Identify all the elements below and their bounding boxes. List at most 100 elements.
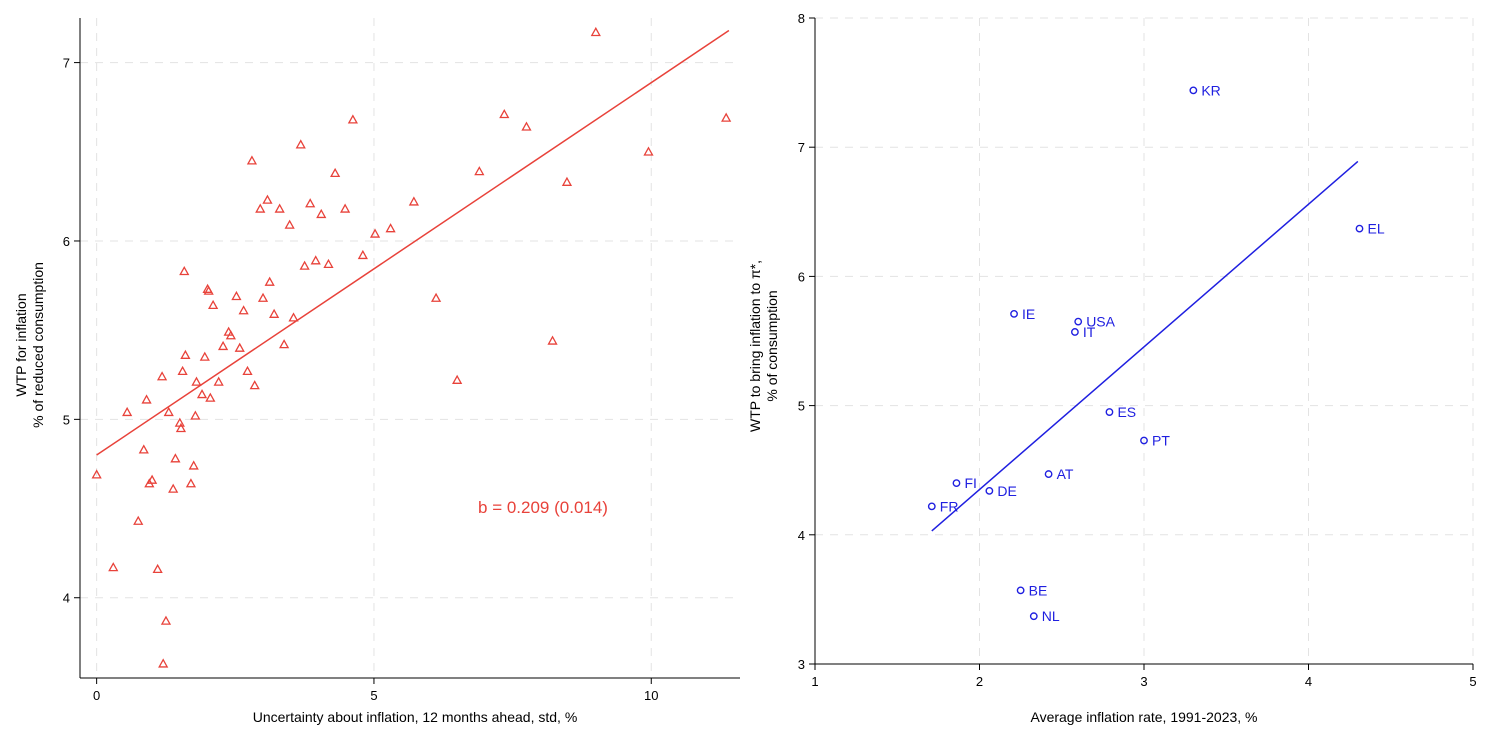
data-point-triangle — [255, 203, 266, 213]
data-point-label: FI — [964, 475, 976, 491]
data-point-triangle — [347, 114, 358, 124]
data-point-triangle — [231, 290, 242, 301]
data-point-circle — [1355, 224, 1364, 233]
y-tick-label: 5 — [63, 412, 70, 427]
data-point-triangle — [180, 349, 191, 359]
data-point-triangle — [305, 198, 316, 208]
data-point-triangle — [299, 260, 310, 270]
y-tick-label: 4 — [63, 591, 70, 606]
data-point-triangle — [521, 121, 532, 131]
data-point-triangle — [246, 155, 258, 165]
y-tick-label: 6 — [63, 234, 70, 249]
right-y-ticks: 3 4 5 6 7 8 — [798, 11, 815, 672]
x-tick-label: 2 — [976, 674, 983, 689]
y-tick-label: 7 — [63, 56, 70, 71]
data-point-triangle — [242, 365, 253, 376]
data-point-triangle — [269, 308, 280, 318]
data-point-triangle — [146, 474, 158, 484]
data-point-label: DE — [997, 483, 1016, 499]
data-point-triangle — [295, 139, 306, 149]
data-point-triangle — [163, 406, 174, 417]
data-point-triangle — [249, 380, 260, 390]
left-y-axis-label-line-2: % of reduced consumption — [30, 262, 46, 428]
y-tick-label: 6 — [798, 269, 805, 284]
data-point-circle — [985, 486, 994, 495]
data-point-triangle — [217, 340, 229, 351]
data-point-triangle — [190, 410, 201, 420]
data-point-circle — [1016, 586, 1025, 595]
left-fit-line — [96, 29, 730, 456]
x-tick-label: 3 — [1140, 674, 1147, 689]
data-point-triangle — [499, 108, 510, 119]
x-tick-label: 1 — [811, 674, 818, 689]
data-point-triangle — [168, 483, 179, 493]
data-point-triangle — [141, 394, 152, 404]
data-point-label: NL — [1042, 608, 1060, 624]
data-point-circle — [1010, 309, 1018, 318]
left-chart: 0 5 10 4 5 6 7 b = 0.209 (0.014) Uncertainty … — [13, 18, 740, 725]
data-point-triangle — [203, 285, 214, 295]
data-point-triangle — [474, 166, 485, 176]
data-point-triangle — [561, 176, 573, 186]
y-tick-label: 4 — [798, 528, 805, 543]
data-point-circle — [1044, 470, 1053, 478]
right-fit-line — [931, 160, 1359, 532]
data-point-triangle — [177, 365, 188, 376]
left-gridlines — [80, 18, 740, 678]
data-point-triangle — [330, 167, 341, 178]
data-point-triangle — [278, 339, 290, 349]
data-point-triangle — [160, 615, 172, 625]
data-point-triangle — [234, 342, 245, 352]
x-tick-label: 4 — [1305, 674, 1312, 689]
left-x-axis-label: Uncertainty about inflation, 12 months a… — [253, 709, 578, 725]
data-point-triangle — [452, 374, 463, 384]
y-tick-label: 3 — [798, 657, 805, 672]
data-point-triangle — [430, 292, 442, 302]
data-point-label: USA — [1086, 314, 1115, 330]
data-point-triangle — [257, 292, 269, 302]
data-point-triangle — [138, 444, 149, 454]
data-point-triangle — [158, 658, 169, 668]
data-point-triangle — [323, 258, 334, 269]
data-point-triangle — [170, 453, 181, 463]
data-point-triangle — [205, 392, 216, 402]
x-tick-label: 0 — [93, 688, 100, 703]
data-point-label: PT — [1152, 432, 1170, 448]
data-point-circle — [1189, 86, 1198, 95]
data-point-triangle — [196, 389, 208, 399]
data-point-triangle — [357, 249, 368, 260]
data-point-triangle — [213, 376, 224, 386]
data-point-label: AT — [1057, 466, 1074, 482]
data-point-triangle — [340, 203, 351, 213]
left-slope-annotation: b = 0.209 (0.014) — [478, 498, 608, 517]
x-tick-label: 10 — [644, 688, 658, 703]
data-point-triangle — [108, 562, 119, 572]
right-x-ticks: 1 2 3 4 5 — [811, 664, 1477, 689]
data-point-triangle — [547, 335, 558, 345]
x-tick-label: 5 — [370, 688, 377, 703]
data-point-triangle — [721, 112, 732, 122]
left-points — [91, 26, 732, 668]
data-point-triangle — [199, 351, 210, 361]
data-point-label: IT — [1083, 324, 1096, 340]
right-x-axis-label: Average inflation rate, 1991-2023, % — [1030, 709, 1257, 725]
data-point-label: FR — [940, 498, 959, 514]
left-x-ticks: 0 5 10 — [93, 678, 658, 703]
data-point-triangle — [156, 371, 168, 381]
data-point-triangle — [122, 406, 133, 417]
data-point-triangle — [188, 460, 199, 470]
data-point-triangle — [316, 208, 327, 219]
data-point-triangle — [288, 312, 299, 322]
data-point-triangle — [385, 223, 396, 233]
data-point-circle — [1071, 328, 1079, 336]
data-point-label: KR — [1201, 82, 1220, 98]
data-point-label: ES — [1117, 404, 1136, 420]
data-point-circle — [927, 502, 936, 511]
data-point-triangle — [369, 228, 381, 238]
data-point-triangle — [179, 265, 190, 276]
right-gridlines — [814, 17, 1474, 665]
data-point-circle — [952, 479, 961, 488]
